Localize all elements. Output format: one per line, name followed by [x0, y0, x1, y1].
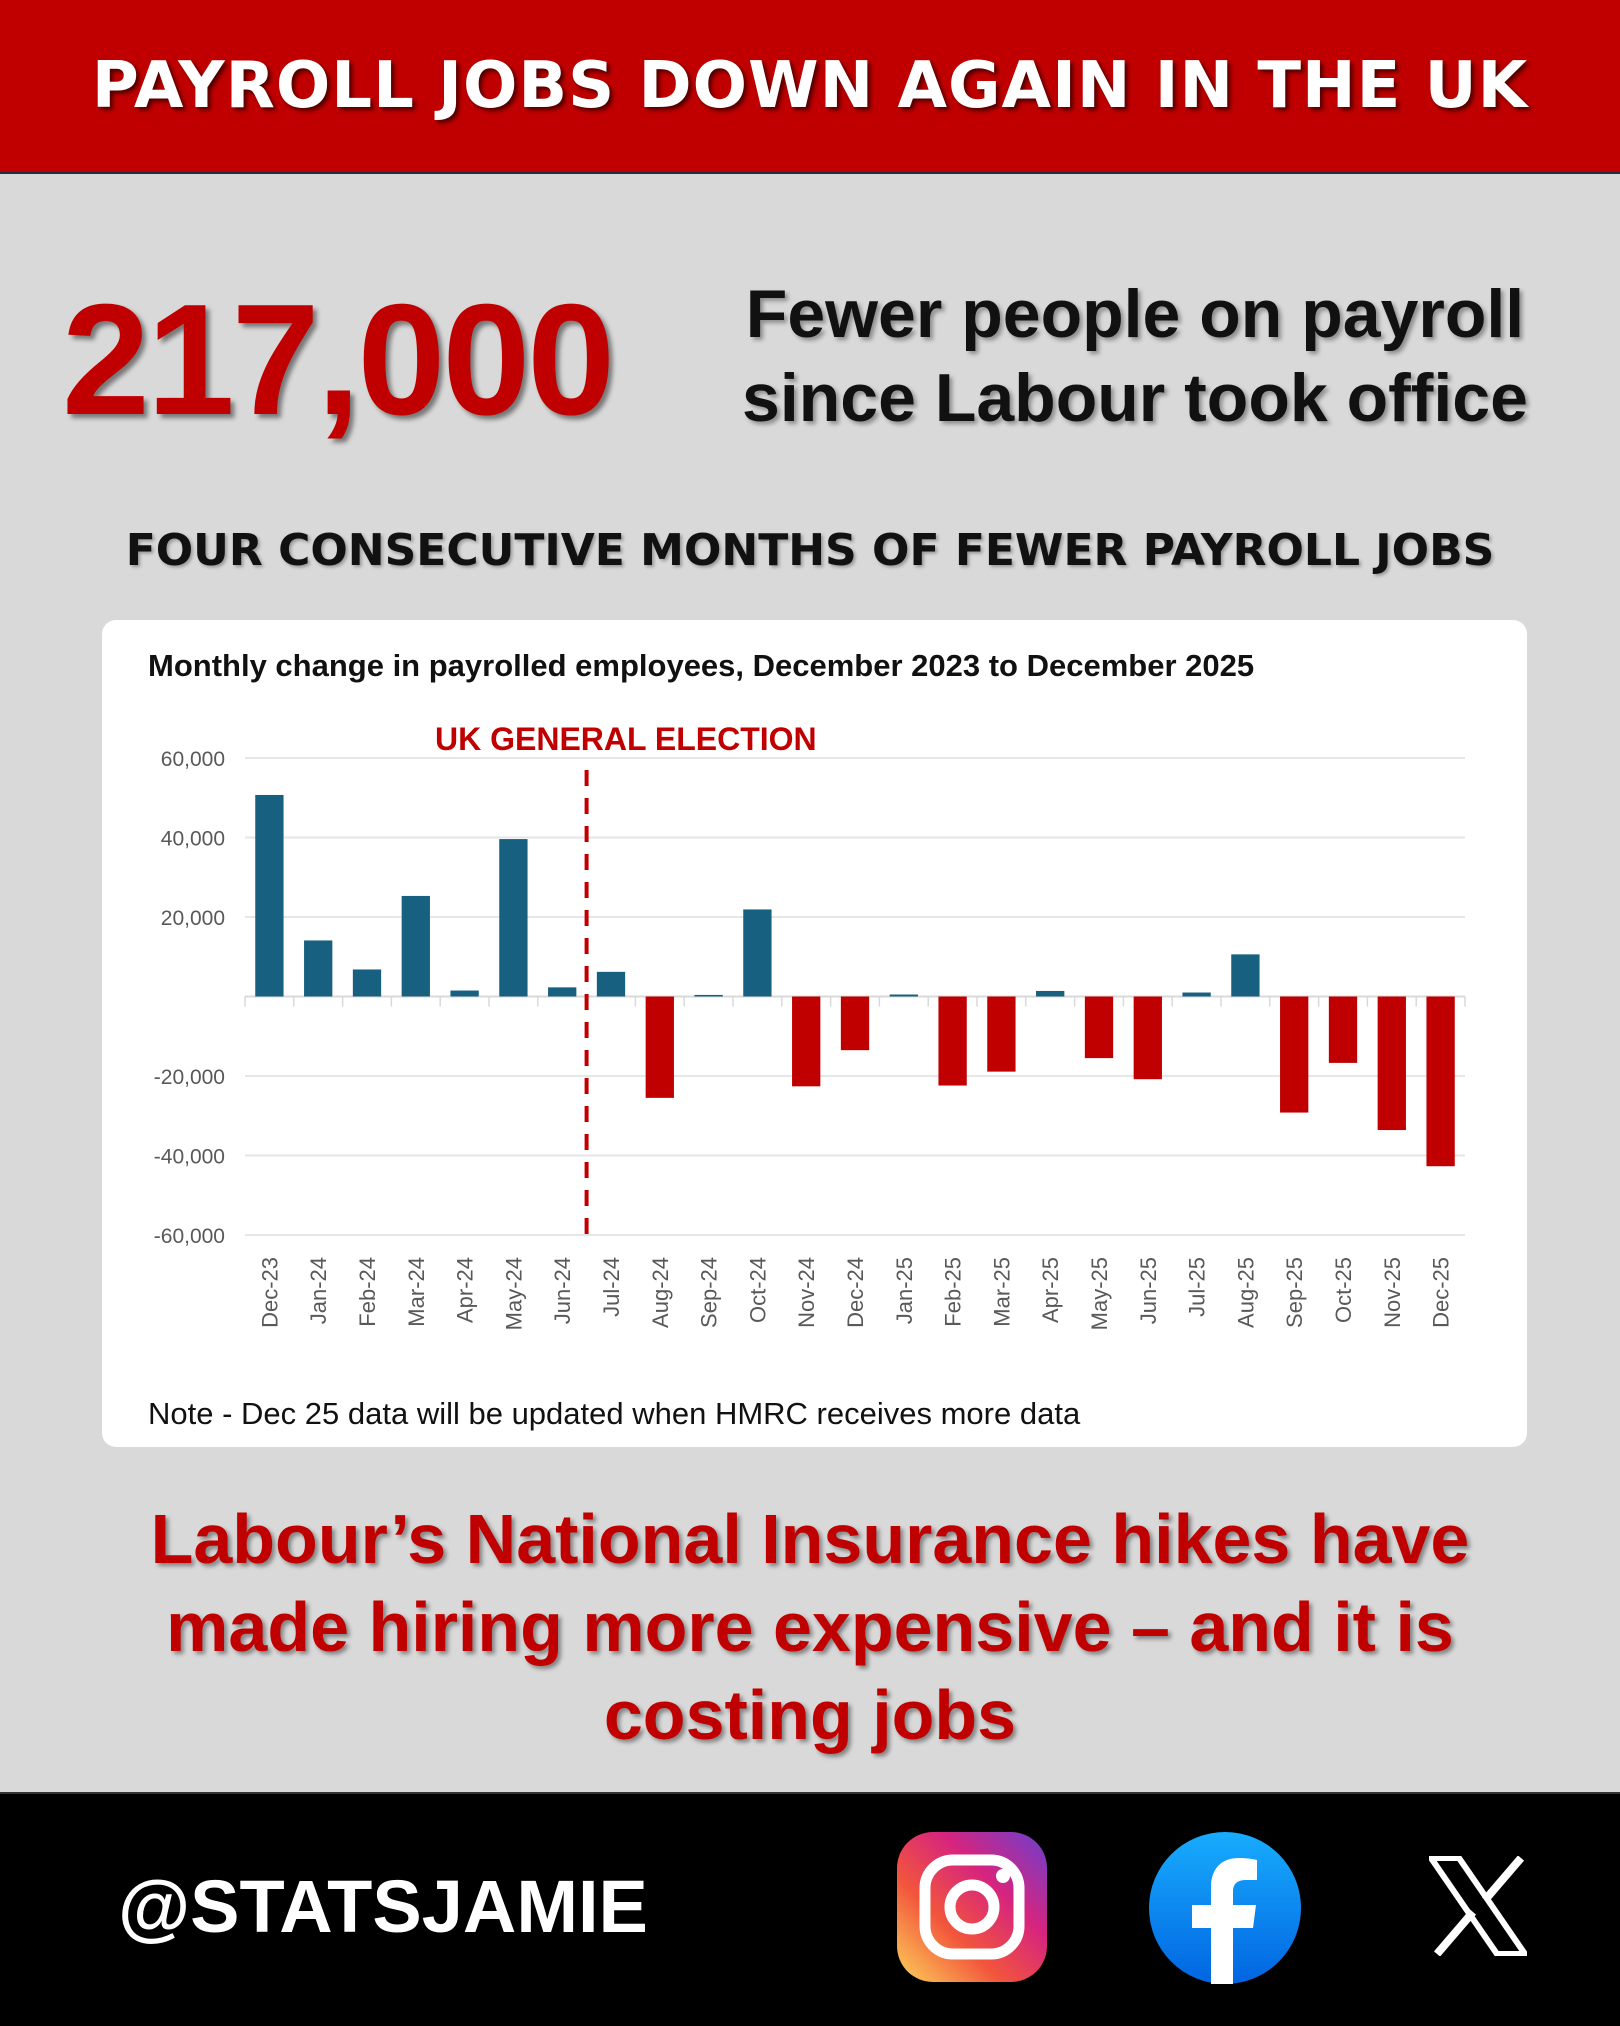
bar-Aug-24	[645, 996, 674, 1098]
x-tick-label: Feb-25	[941, 1257, 966, 1327]
x-tick-label: Sep-24	[697, 1257, 722, 1328]
bar-Nov-25	[1377, 996, 1406, 1131]
headline-text: Fewer people on payroll since Labour too…	[690, 272, 1580, 440]
bar-Nov-24	[792, 996, 821, 1087]
x-tick-label: Apr-24	[453, 1257, 478, 1323]
chart-title: Monthly change in payrolled employees, D…	[148, 648, 1255, 683]
y-tick-label: -40,000	[154, 1146, 225, 1169]
bar-Mar-25	[987, 996, 1016, 1072]
bar-Sep-25	[1280, 996, 1309, 1113]
x-tick-label: Nov-24	[794, 1257, 819, 1328]
x-tick-label: Jan-24	[306, 1257, 331, 1324]
x-tick-label: Apr-25	[1038, 1257, 1063, 1323]
x-tick-label: Jun-24	[550, 1257, 575, 1324]
election-label: UK GENERAL ELECTION	[435, 721, 817, 757]
x-tick-label: May-25	[1087, 1257, 1112, 1330]
x-tick-label: Dec-25	[1429, 1257, 1454, 1328]
header-banner: PAYROLL JOBS DOWN AGAIN IN THE UK	[0, 0, 1620, 174]
x-tick-label: Jan-25	[892, 1257, 917, 1324]
x-tick-label: Oct-24	[745, 1257, 770, 1323]
bar-Feb-25	[938, 996, 967, 1086]
x-tick-label: Sep-25	[1282, 1257, 1307, 1328]
conclusion-text: Labour’s National Insurance hikes have m…	[0, 1495, 1620, 1759]
chart-note: Note - Dec 25 data will be updated when …	[148, 1396, 1081, 1431]
bar-Feb-24	[352, 969, 382, 997]
bar-Jun-25	[1133, 996, 1162, 1080]
bar-Jan-24	[304, 940, 333, 997]
x-tick-label: May-24	[501, 1257, 526, 1330]
bar-Oct-25	[1328, 996, 1358, 1063]
bar-Oct-24	[743, 909, 772, 997]
headline-line-1: Fewer people on payroll	[745, 276, 1525, 352]
x-tick-label: Oct-25	[1331, 1257, 1356, 1323]
x-tick-label: Feb-24	[355, 1257, 380, 1327]
page-title: PAYROLL JOBS DOWN AGAIN IN THE UK	[91, 49, 1529, 123]
bar-Dec-25	[1426, 996, 1455, 1167]
conclusion-line-3: costing jobs	[603, 1676, 1017, 1754]
bar-Sep-24	[694, 994, 723, 997]
x-tick-label: Nov-25	[1380, 1257, 1405, 1328]
bar-Jan-25	[889, 994, 918, 997]
bar-Jul-24	[596, 971, 626, 997]
bar-Apr-24	[450, 990, 479, 997]
conclusion-line-1: Labour’s National Insurance hikes have	[150, 1500, 1470, 1578]
bar-Jun-24	[548, 987, 577, 997]
footer: @STATSJAMIE	[0, 1792, 1620, 2026]
subheading: FOUR CONSECUTIVE MONTHS OF FEWER PAYROLL…	[125, 525, 1495, 576]
bar-Aug-25	[1231, 954, 1260, 997]
x-tick-label: Mar-25	[989, 1257, 1014, 1327]
y-tick-label: 60,000	[161, 748, 225, 771]
x-tick-label: Jul-24	[599, 1257, 624, 1317]
y-tick-label: -20,000	[154, 1066, 225, 1089]
bar-May-24	[499, 839, 528, 997]
bar-chart: 60,000 40,000 20,000 -20,000 -40,000 -60,000 D…	[154, 721, 1466, 1330]
x-tick-label: Jul-25	[1185, 1257, 1210, 1317]
bar-Dec-23	[255, 794, 284, 997]
headline-line-2: since Labour took office	[742, 360, 1528, 436]
x-tick-label: Dec-24	[843, 1257, 868, 1328]
x-tick-label: Aug-24	[648, 1257, 673, 1328]
conclusion-line-2: made hiring more expensive – and it is	[166, 1588, 1454, 1666]
x-icon[interactable]	[1429, 1856, 1527, 1956]
facebook-icon[interactable]	[1149, 1832, 1301, 1984]
instagram-icon[interactable]	[897, 1832, 1047, 1982]
headline-number: 217,000	[62, 272, 615, 448]
x-tick-label: Jun-25	[1136, 1257, 1161, 1324]
y-tick-label: 40,000	[161, 828, 225, 851]
y-tick-label: -60,000	[154, 1225, 225, 1248]
x-tick-label: Dec-23	[257, 1257, 282, 1328]
bar-May-25	[1084, 996, 1114, 1059]
social-handle[interactable]: @STATSJAMIE	[118, 1865, 648, 1948]
chart-card: Monthly change in payrolled employees, D…	[102, 620, 1527, 1447]
bar-Apr-25	[1036, 990, 1065, 997]
bar-Jul-25	[1182, 992, 1211, 997]
y-tick-label: 20,000	[161, 907, 225, 930]
x-tick-label: Aug-25	[1233, 1257, 1258, 1328]
bar-Mar-24	[401, 895, 430, 997]
x-tick-label: Mar-24	[404, 1257, 429, 1327]
bar-Dec-24	[840, 996, 870, 1051]
